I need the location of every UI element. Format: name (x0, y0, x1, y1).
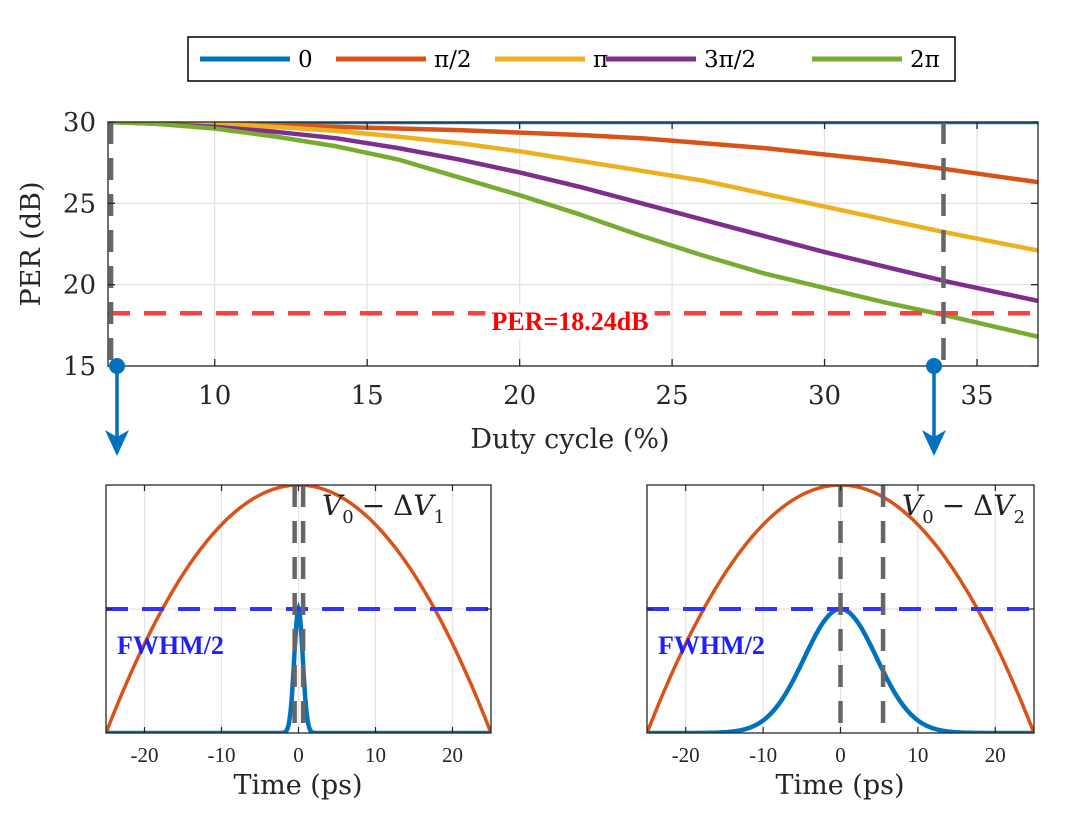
pulse-right-xlabel: Time (ps) (775, 770, 904, 801)
per-label-backdrop (485, 305, 655, 338)
legend-label-1: π/2 (434, 47, 472, 73)
legend-label-2: π (593, 47, 608, 73)
pointer-left-arrow-icon (105, 430, 129, 456)
legend: 0 π/2 π 3π/2 2π (187, 36, 956, 82)
main-xtick-label: 15 (351, 381, 384, 411)
main-xtick-label: 25 (656, 381, 689, 411)
fwhm-label-left: FWHM/2 (117, 631, 224, 660)
main-ytick-label: 25 (63, 189, 96, 219)
legend-label-3: 3π/2 (704, 47, 756, 73)
voltage-label-left: V0− ΔV1 (322, 489, 445, 528)
driving-voltage-curve (647, 485, 1034, 733)
main-xlabel: Duty cycle (%) (470, 424, 669, 455)
main-series (108, 122, 1038, 339)
legend-label-4: 2π (910, 47, 940, 73)
pulse-xtick-label: 0 (293, 743, 304, 767)
pulse-xtick-label: 20 (985, 743, 1006, 767)
main-xtick-label: 35 (960, 381, 993, 411)
main-xtick-label: 30 (808, 381, 841, 411)
pulse-xtick-label: -10 (208, 743, 236, 767)
pulse-xtick-label: 20 (442, 743, 463, 767)
main-ticks: 10 15 20 25 30 35 15 20 25 30 (63, 108, 1038, 411)
pulse-panel-left: -20 -10 0 10 20 FWHM/2 V0− ΔV1 Time (ps) (105, 484, 492, 801)
main-xtick-label: 20 (503, 381, 536, 411)
legend-label-0: 0 (298, 47, 313, 73)
main-ylabel: PER (dB) (16, 182, 47, 307)
voltage-label-right: V0− ΔV2 (902, 489, 1025, 528)
pointer-left (105, 358, 129, 456)
pulse-xtick-label: 10 (365, 743, 386, 767)
pointer-right-arrow-icon (922, 430, 946, 456)
pulse-left-xlabel: Time (ps) (233, 770, 362, 801)
main-ytick-label: 30 (63, 108, 96, 138)
main-xtick-label: 10 (198, 381, 231, 411)
main-ytick-label: 20 (63, 271, 96, 301)
pulse-xtick-label: 10 (907, 743, 928, 767)
series-line-3 (108, 122, 1038, 304)
main-axes-frame (107, 121, 1039, 367)
main-reference-lines (108, 122, 1038, 366)
pulse-panel-right: -20 -10 0 10 20 FWHM/2 V0− ΔV2 Time (ps) (646, 484, 1035, 801)
per-threshold-label: PER=18.24dB (491, 307, 648, 336)
pulse-xtick-label: 0 (835, 743, 846, 767)
fwhm-label-right: FWHM/2 (658, 631, 765, 660)
series-line-2 (108, 122, 1038, 253)
main-ytick-label: 15 (63, 352, 96, 382)
pointer-right (922, 358, 946, 456)
main-chart: 10 15 20 25 30 35 15 20 25 30 PER=18.24dB Duty cy… (16, 108, 1039, 455)
series-line-4 (108, 122, 1038, 339)
pulse-xtick-label: -10 (749, 743, 777, 767)
pulse-xtick-label: -20 (131, 743, 159, 767)
driving-voltage-curve (106, 485, 491, 733)
pulse-xtick-label: -20 (672, 743, 700, 767)
